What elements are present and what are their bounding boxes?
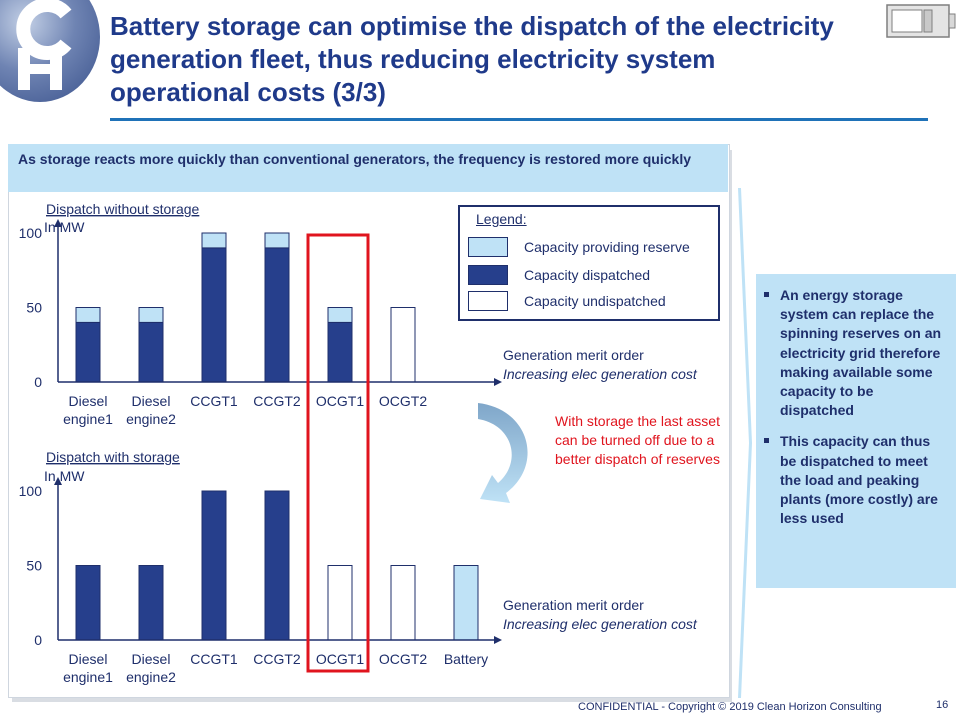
bar-reserve [264,232,290,249]
x-tick-label: CCGT1 [190,393,238,409]
legend-swatch-undispatched [468,291,508,311]
bar-dispatched [264,490,290,641]
y-tick-label: 100 [19,483,43,499]
x-tick-label: Diesel [69,393,108,409]
x-axis-label: Generation merit order [503,597,644,613]
title-divider [110,118,928,121]
x-tick-label: engine2 [126,669,176,685]
x-tick-label: Battery [444,651,488,667]
x-tick-label: Diesel [69,651,108,667]
bar-reserve [138,307,164,323]
bar-dispatched [327,321,353,383]
y-tick-label: 0 [34,632,42,648]
bar-dispatched [75,321,101,383]
x-tick-label: engine1 [63,669,113,685]
legend-label-reserve: Capacity providing reserve [524,239,690,255]
bar-reserve [201,232,227,249]
ocgt1-highlight [306,233,370,673]
chart-title: Dispatch without storage [46,201,200,217]
legend-swatch-reserve [468,237,508,257]
key-points-box: An energy storage system can replace the… [756,274,956,588]
bar-undispatched [327,565,353,641]
bar-reserve [327,307,353,323]
bar-dispatched [264,247,290,383]
y-tick-label: 50 [26,300,42,316]
company-logo [0,0,100,102]
bar-dispatched [138,565,164,641]
y-axis-arrow [54,219,62,227]
key-point: This capacity can thus be dispatched to … [762,432,948,528]
bar-reserve [75,307,101,323]
bar-undispatched [390,307,416,383]
x-axis-label: Generation merit order [503,347,644,363]
x-tick-label: CCGT2 [253,393,301,409]
bar-dispatched [201,247,227,383]
chart-title: Dispatch with storage [46,449,180,465]
y-axis-label: In MW [44,219,85,235]
x-tick-label: OCGT1 [316,651,364,667]
x-tick-label: engine2 [126,411,176,427]
storage-note: With storage the last asset can be turne… [555,413,720,467]
legend-swatch-dispatched [468,265,508,285]
panel-banner: As storage reacts more quickly than conv… [8,144,728,192]
legend-title: Legend: [476,211,527,227]
footer-copyright: CONFIDENTIAL - Copyright © 2019 Clean Ho… [578,701,882,713]
y-tick-label: 100 [19,225,43,241]
x-tick-label: engine1 [63,411,113,427]
x-tick-label: CCGT1 [190,651,238,667]
x-tick-label: OCGT2 [379,393,427,409]
legend-label-undispatched: Capacity undispatched [524,293,666,309]
x-tick-label: CCGT2 [253,651,301,667]
curved-arrow-icon [478,403,528,503]
page-number: 16 [936,699,949,711]
chevron-icon [738,188,752,698]
x-axis-sublabel: Increasing elec generation cost [503,616,698,632]
dispatch-charts: Dispatch without storage In MW 0 50 100 Diese… [19,201,698,685]
bar-reserve [453,565,479,641]
y-tick-label: 0 [34,374,42,390]
legend-label-dispatched: Capacity dispatched [524,267,651,283]
x-tick-label: Diesel [132,651,171,667]
key-point: An energy storage system can replace the… [762,286,948,420]
x-axis-sublabel: Increasing elec generation cost [503,366,698,382]
y-axis-label: In MW [44,468,85,484]
x-tick-label: Diesel [132,393,171,409]
x-axis-arrow [494,636,502,644]
key-points-list: An energy storage system can replace the… [762,286,948,528]
bar-dispatched [201,490,227,641]
bar-undispatched [390,565,416,641]
bar-dispatched [138,321,164,383]
y-tick-label: 50 [26,558,42,574]
bar-dispatched [75,565,101,641]
page-title: Battery storage can optimise the dispatc… [110,11,834,107]
x-tick-label: OCGT1 [316,393,364,409]
x-tick-label: OCGT2 [379,651,427,667]
logo-glyph [16,0,72,90]
legend: Legend: Capacity providing reserve Capac… [458,205,720,321]
battery-icon [886,4,956,38]
x-axis-arrow [494,378,502,386]
y-axis-arrow [54,477,62,485]
